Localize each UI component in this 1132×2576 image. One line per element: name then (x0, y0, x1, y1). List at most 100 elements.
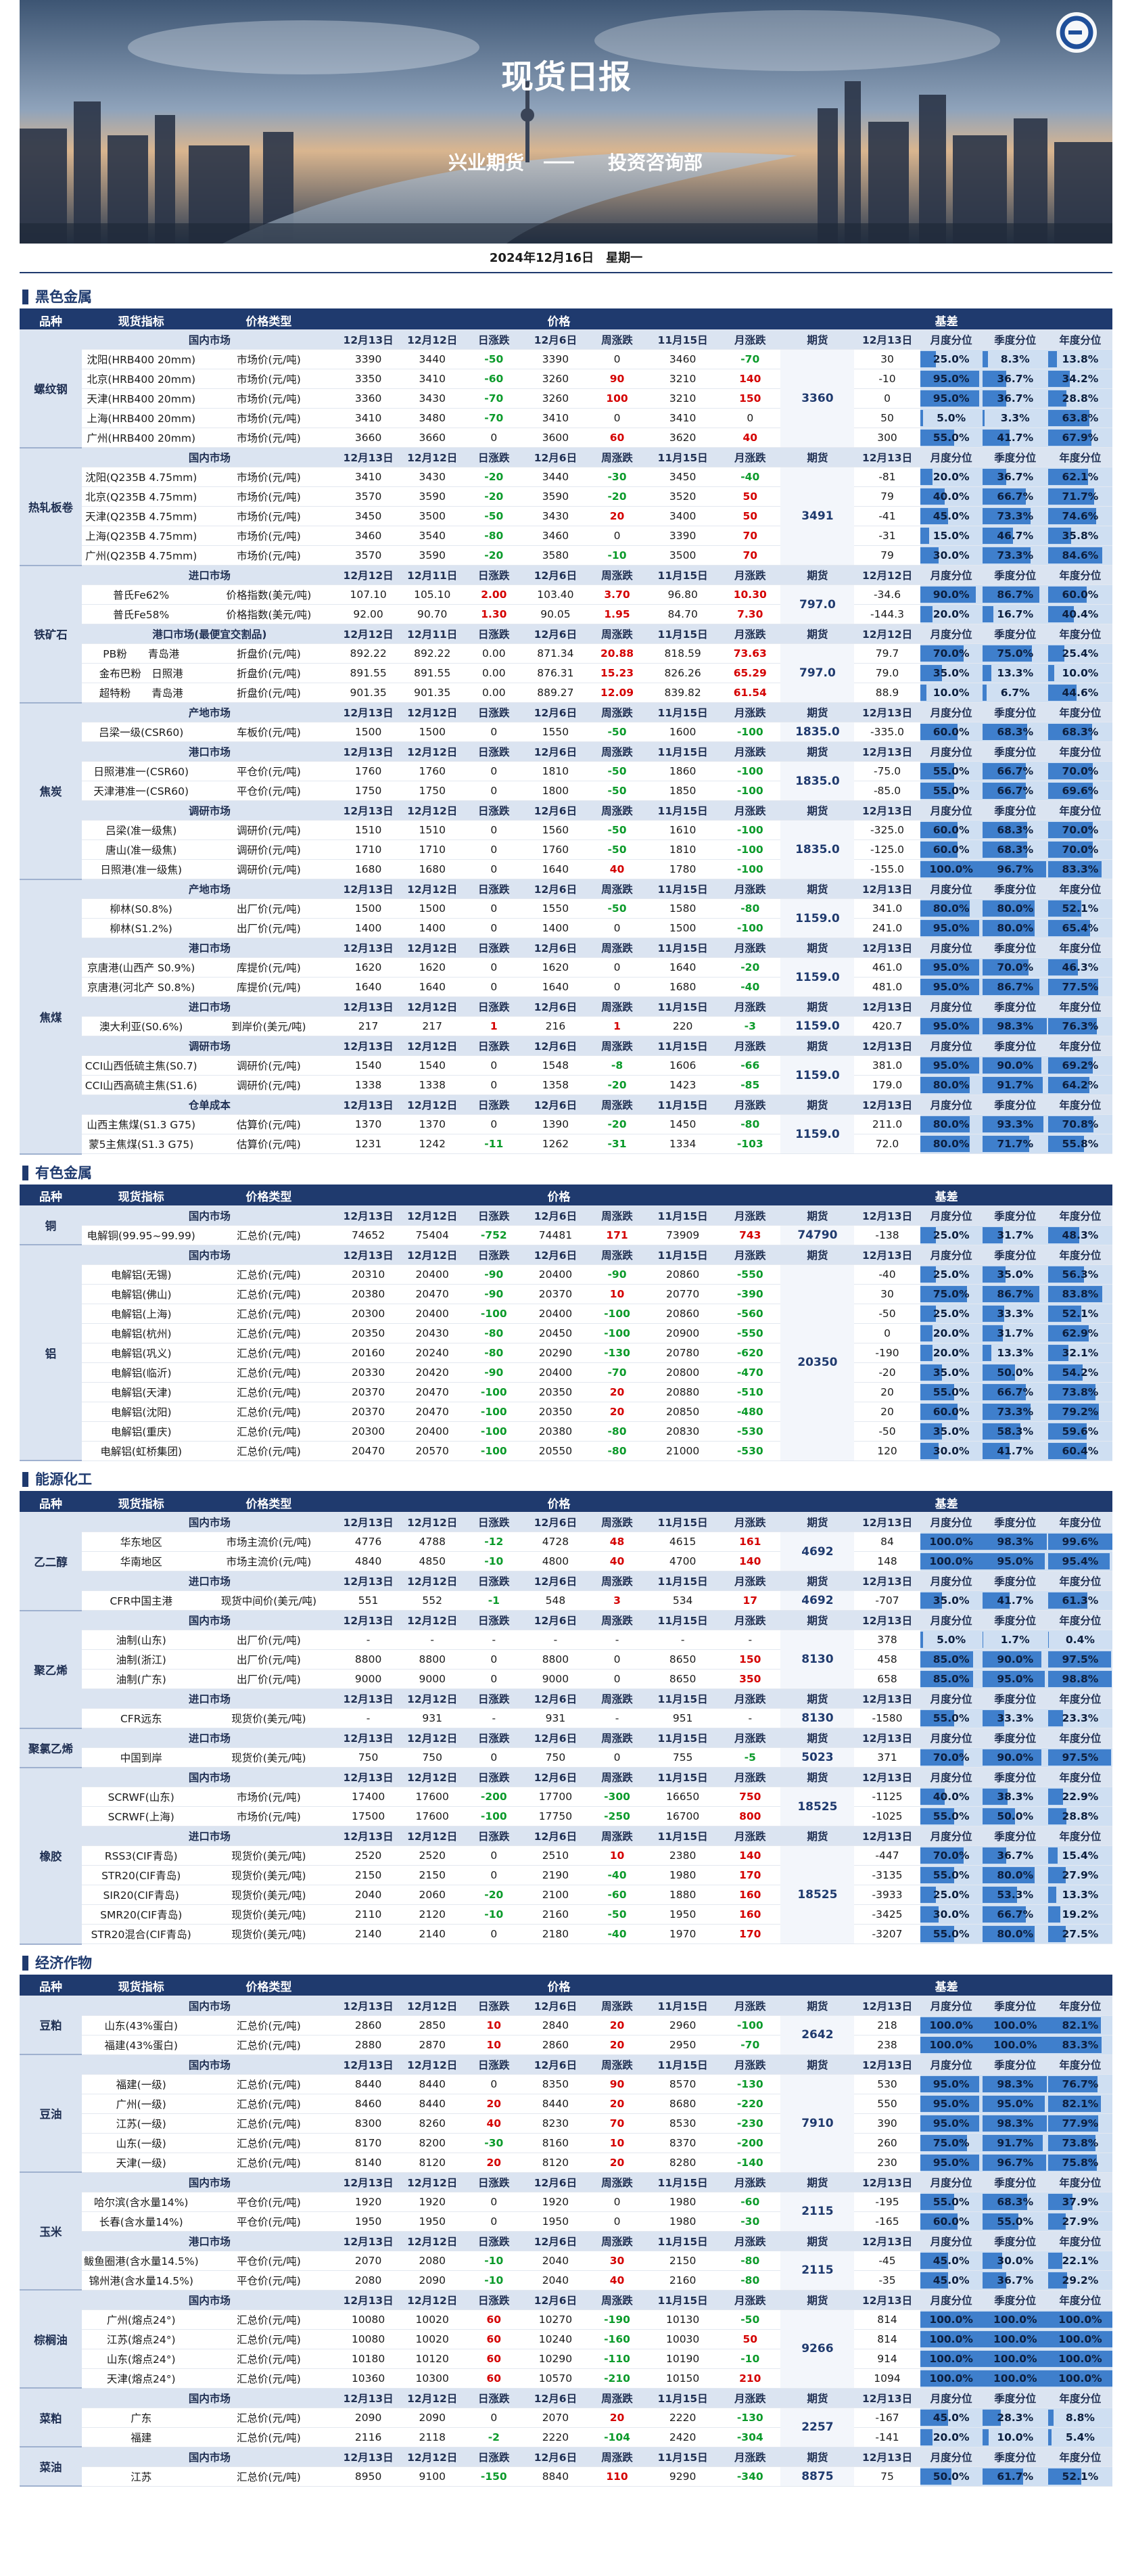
subheader-cell: 月涨跌 (720, 2388, 781, 2408)
subheader-cell: 11月15日 (646, 565, 720, 585)
percentile-bar (920, 390, 980, 407)
price: 1450 (646, 1114, 720, 1134)
percentile: 40.0% (920, 486, 983, 507)
price: 1620 (337, 957, 400, 978)
percentile-bar (920, 1710, 955, 1726)
subheader-cell: 年度分位 (1047, 1245, 1112, 1265)
price-change: -140 (720, 2153, 781, 2173)
price: 2870 (399, 2035, 465, 2055)
percentile-bar (1047, 2409, 1054, 2426)
percentile-bar (920, 861, 983, 877)
price: 3460 (646, 349, 720, 369)
price: 20800 (646, 1362, 720, 1383)
subheader-cell: 月度分位 (920, 624, 983, 644)
percentile-value: 73.8% (1062, 2136, 1099, 2149)
price: 901.35 (399, 683, 465, 703)
data-row: 电解铝(沈阳) 汇总价(元/吨) 20370 20470 -100 20350 20 2085… (20, 1402, 1112, 1422)
subheader-cell: 12月12日 (399, 938, 465, 958)
column-header: 基差 (780, 1186, 1112, 1206)
column-header: 价格类型 (200, 1493, 337, 1513)
percentile-bar (982, 606, 993, 622)
subheader-cell: 12月13日 (854, 1095, 920, 1115)
price-change: -470 (720, 1362, 781, 1383)
subheader-cell: 月度分位 (920, 447, 983, 467)
percentile-value: 45.0% (933, 2411, 970, 2424)
percentile-value: 60.0% (1062, 589, 1099, 601)
price: 20350 (337, 1323, 400, 1343)
price: 2960 (646, 2015, 720, 2036)
spot-name: 京唐港(山西产 S0.9%) (82, 957, 201, 978)
percentile-value: 10.0% (1062, 667, 1099, 679)
basis: -1125 (854, 1787, 920, 1807)
price: 8800 (337, 1649, 400, 1670)
price: 1610 (646, 820, 720, 840)
subheader-cell: 12月13日 (337, 1205, 400, 1226)
percentile: 80.0% (982, 898, 1048, 919)
subheader-cell: 季度分位 (982, 1512, 1048, 1532)
price: 10020 (399, 2329, 465, 2349)
price: 8160 (522, 2133, 588, 2153)
data-row: 电解铜(99.95~99.99) 汇总价(元/吨) 74652 75404 -752 74… (20, 1225, 1112, 1245)
percentile-value: 73.3% (997, 1405, 1034, 1418)
basis: -34.6 (854, 584, 920, 605)
price: 20350 (522, 1382, 588, 1402)
percentile-bar (920, 1632, 924, 1648)
subheader-cell: 周涨跌 (588, 1996, 646, 2016)
futures-price: 9266 (780, 2309, 855, 2389)
basis: 390 (854, 2113, 920, 2134)
price: 1231 (337, 1134, 400, 1154)
percentile-value: 76.3% (1062, 1020, 1099, 1032)
price-change: 20 (588, 2094, 646, 2114)
percentile-bar (920, 1305, 936, 1322)
price: 1620 (522, 957, 588, 978)
price: 1400 (399, 918, 465, 938)
commodity: 铝 (20, 1245, 82, 1461)
subheader-cell: 日涨跌 (465, 1610, 523, 1630)
percentile-bar (982, 2468, 1023, 2485)
percentile: 98.8% (1047, 1669, 1112, 1689)
futures-price: 18525 (780, 1787, 855, 1826)
percentile-bar (920, 685, 926, 701)
futures-price: 1159.0 (780, 1016, 855, 1036)
subheader-cell: 季度分位 (982, 996, 1048, 1017)
data-row: 沈阳(HRB400 20mm) 市场价(元/吨) 3390 3440 -50 3390 0 3… (20, 349, 1112, 448)
subheader-cell: 12月13日 (854, 1571, 920, 1591)
price: 8300 (337, 2113, 400, 2134)
price: 1920 (522, 2192, 588, 2212)
percentile-bar (982, 1534, 1047, 1550)
data-row: 广州(HRB400 20mm) 市场价(元/吨) 3660 3660 0 3600 60 36… (20, 428, 1112, 448)
data-table: 品种 现货指标 价格类型 价格 基差铜国内市场 12月13日 12月12日 日涨跌 12月6日周… (20, 1186, 1112, 1461)
subheader-cell: 12月6日 (522, 2172, 588, 2192)
percentile: 55.0% (920, 1382, 983, 1402)
price-change: -10 (588, 545, 646, 566)
spot-name: 华东地区 (82, 1532, 201, 1552)
spot-name: 油制(浙江) (82, 1649, 201, 1670)
data-row: 沈阳(Q235B 4.75mm) 市场价(元/吨) 3410 3430 -20 3440-… (20, 467, 1112, 566)
price-change: 140 (720, 1845, 781, 1866)
percentile-value: 27.9% (1062, 1869, 1099, 1881)
price: 1710 (399, 840, 465, 860)
price: 8280 (646, 2153, 720, 2173)
subheader-cell: 12月13日 (337, 800, 400, 821)
percentile-value: 95.0% (933, 392, 970, 405)
percentile: 5.0% (920, 1630, 983, 1650)
subheader-cell: 期货 (780, 1688, 855, 1709)
percentile-value: 13.3% (997, 1346, 1034, 1359)
price-change: 70 (720, 526, 781, 546)
data-row: 山东(43%蛋白) 汇总价(元/吨) 2860 2850 10 2840 20 2960 -10… (20, 2015, 1112, 2055)
price-change: 30 (588, 2251, 646, 2271)
percentile: 13.3% (982, 663, 1048, 683)
price: 2118 (399, 2427, 465, 2447)
price-change: -100 (588, 1304, 646, 1324)
percentile-bar (1047, 1442, 1087, 1459)
price-change: 70 (588, 2113, 646, 2134)
spot-name: SIR20(CIF青岛) (82, 1885, 201, 1905)
price-change: -100 (720, 918, 781, 938)
price-change: 0 (465, 2408, 523, 2428)
price: 2180 (522, 1924, 588, 1944)
price-change: -304 (720, 2427, 781, 2447)
subheader-cell: 月度分位 (920, 741, 983, 762)
percentile-bar (1047, 1057, 1093, 1074)
price: 16700 (646, 1806, 720, 1826)
percentile: 20.0% (920, 1323, 983, 1343)
